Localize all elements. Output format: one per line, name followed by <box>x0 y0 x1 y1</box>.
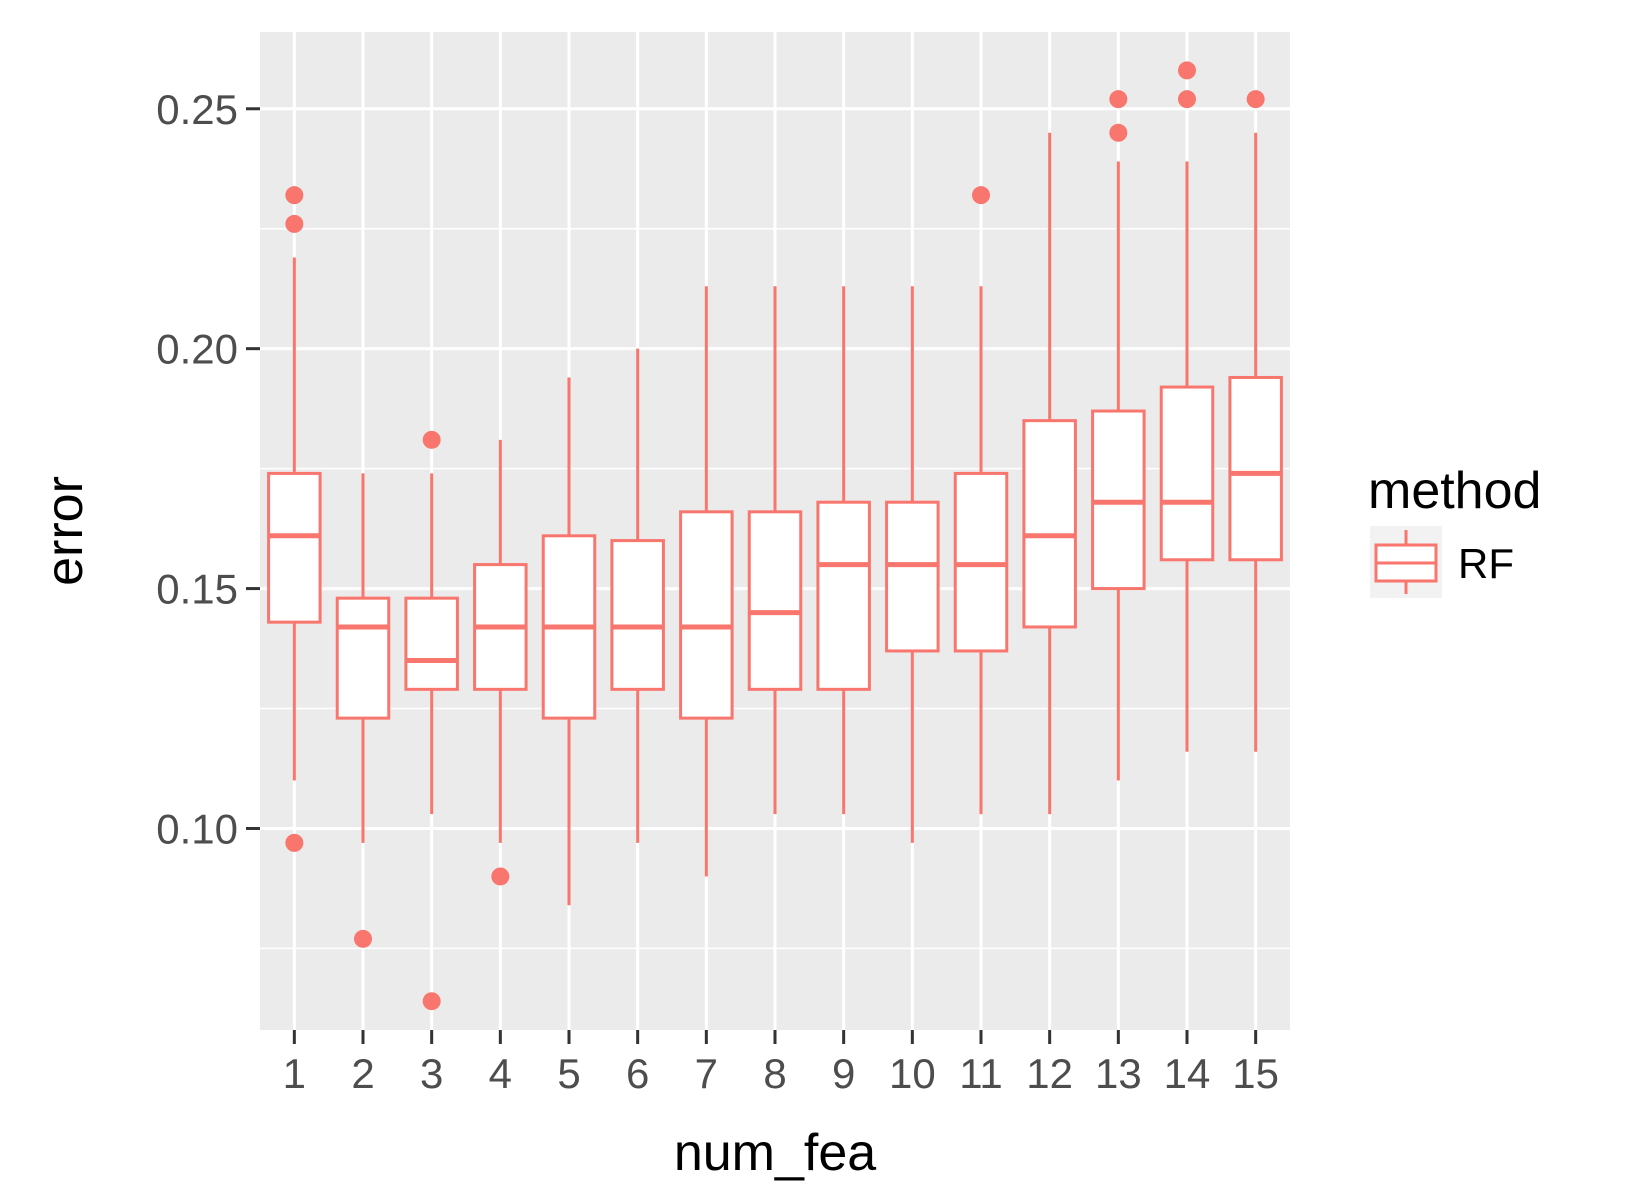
box-15 <box>1228 90 1283 752</box>
box-3 <box>404 430 459 1011</box>
x-tick-label: 4 <box>489 1050 512 1097</box>
x-tick-label: 11 <box>959 1050 1003 1097</box>
outlier-point <box>354 929 372 948</box>
legend-label-rf: RF <box>1458 540 1514 587</box>
box-8 <box>747 286 803 815</box>
box-iqr <box>679 510 734 720</box>
box-iqr <box>610 539 665 691</box>
x-tick-label: 6 <box>626 1050 649 1097</box>
box-5 <box>541 377 597 906</box>
x-tick-label: 2 <box>351 1050 374 1097</box>
x-tick-label: 14 <box>1164 1050 1211 1097</box>
x-tick-label: 9 <box>832 1050 855 1097</box>
outlier-point <box>285 214 304 233</box>
box-10 <box>885 286 940 843</box>
x-tick-label: 10 <box>889 1050 936 1097</box>
box-iqr <box>335 596 391 720</box>
legend: method RF <box>1368 462 1541 598</box>
box-4 <box>473 439 528 886</box>
outlier-point <box>285 833 304 852</box>
box-14 <box>1159 61 1215 752</box>
box-iqr <box>404 596 459 691</box>
outlier-point <box>1109 123 1128 142</box>
y-axis: 0.10 0.15 0.20 0.25 <box>156 86 260 852</box>
x-axis: 1 2 3 4 5 6 7 8 9 10 11 12 13 14 15 <box>283 1030 1279 1097</box>
box-iqr <box>1228 375 1283 562</box>
outlier-point <box>1178 90 1196 109</box>
outlier-point <box>422 430 441 449</box>
x-tick-label: 15 <box>1232 1050 1279 1097</box>
box-series <box>267 61 1283 1011</box>
box-11 <box>953 186 1009 815</box>
outlier-point <box>285 186 304 205</box>
outlier-point <box>1109 90 1128 109</box>
x-tick-label: 12 <box>1026 1050 1073 1097</box>
y-axis-title: error <box>36 476 94 586</box>
box-iqr <box>1159 385 1215 562</box>
box-iqr <box>1022 419 1077 629</box>
x-axis-title: num_fea <box>674 1124 876 1182</box>
y-tick-label: 0.25 <box>156 86 238 133</box>
box-13 <box>1091 90 1146 781</box>
outlier-point <box>422 992 441 1011</box>
box-iqr <box>885 500 940 653</box>
y-tick-label: 0.15 <box>156 566 238 613</box>
box-iqr <box>267 471 322 624</box>
x-tick-label: 3 <box>420 1050 443 1097</box>
box-9 <box>816 286 871 815</box>
y-tick-label: 0.20 <box>156 326 238 373</box>
x-tick-label: 5 <box>557 1050 580 1097</box>
outlier-point <box>1246 90 1265 109</box>
box-7 <box>679 286 734 877</box>
y-tick-label: 0.10 <box>156 805 238 852</box>
outlier-point <box>972 186 990 205</box>
box-iqr <box>747 510 803 691</box>
x-tick-label: 13 <box>1095 1050 1142 1097</box>
box-6 <box>610 348 665 843</box>
outlier-point <box>1178 61 1196 80</box>
box-1 <box>267 186 322 852</box>
box-2 <box>335 473 391 948</box>
x-tick-label: 7 <box>695 1050 718 1097</box>
x-tick-label: 1 <box>283 1050 306 1097</box>
box-12 <box>1022 132 1077 815</box>
outlier-point <box>491 867 510 886</box>
legend-title: method <box>1368 462 1541 520</box>
legend-key <box>1370 526 1442 598</box>
x-tick-label: 8 <box>763 1050 786 1097</box>
box-iqr <box>816 500 871 691</box>
